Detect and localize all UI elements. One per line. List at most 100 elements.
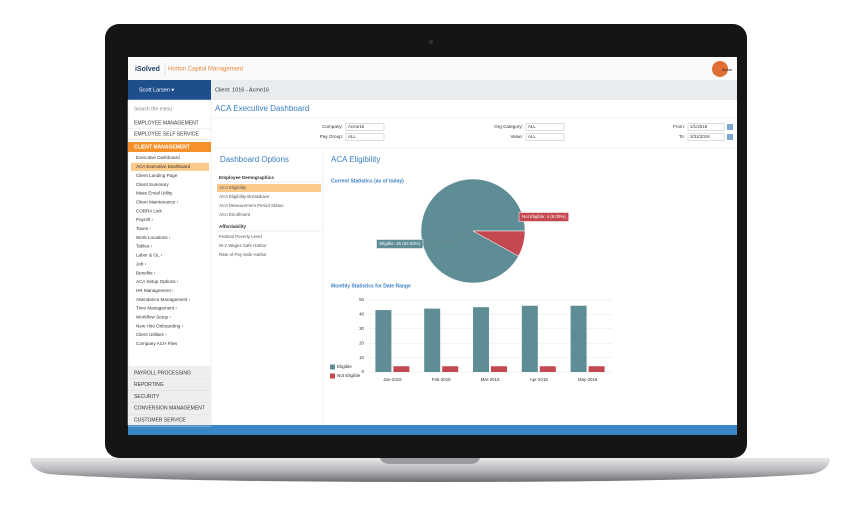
active-section[interactable] [128,142,211,152]
y-tick-label: 50 [359,297,364,302]
menu-item[interactable]: New Hire Onboarding › [136,323,183,328]
option-item[interactable]: ACA Enrollment [219,212,251,217]
option-group: Employee Demographics [219,175,274,180]
option-item[interactable]: W-2 Wages Safe Harbor [219,243,267,248]
menu-item[interactable]: Client Landing Page [136,173,178,178]
menu-section[interactable]: CONVERSION MANAGEMENT [134,406,205,412]
y-tick-label: 30 [359,326,364,331]
calendar-icon[interactable] [727,134,733,140]
menu-item[interactable]: ACA Setup Options › [136,279,179,284]
bar [442,366,459,372]
option-group: Affordability [219,224,246,229]
page-title: ACA Executive Dashboard [215,104,309,113]
menu-item[interactable]: Benefits › [136,270,156,275]
menu-section[interactable]: REPORTING [134,382,164,388]
x-tick-label: Jan-2018 [383,377,402,382]
menu-item-selected [131,162,209,171]
menu-item[interactable]: Attendance Management › [136,297,191,302]
legend-label: Not Eligible [337,373,361,378]
filter-label: To: [679,134,685,139]
option-item[interactable]: ACA Eligibility Breakdown [219,194,270,199]
bar [570,305,587,372]
menu-item[interactable]: Client Summary [136,182,169,187]
menu-item[interactable]: Payroll › [136,217,153,222]
avatar[interactable] [712,61,728,77]
bar [473,307,489,372]
filter-label: Pay Group: [320,134,343,139]
option-item[interactable]: Federal Poverty Level [219,234,262,239]
pie-label: Eligible: 46 (92.00%) [379,241,420,246]
menu-item[interactable]: ACA Executive Dashboard [136,164,191,169]
filter-input[interactable] [687,123,725,131]
filter-input[interactable] [345,123,385,131]
option-item[interactable]: ACA Eligibility [219,185,247,190]
filter-value[interactable]: 3/31/2018 [690,134,710,139]
user-box[interactable] [128,80,211,100]
menu-item[interactable]: Labor & GL › [136,253,163,258]
menu-item[interactable]: Executive Dashboard [136,155,180,160]
filter-label: Company: [322,124,343,129]
bar [491,366,507,372]
filter-value[interactable]: ALL [528,124,536,129]
menu-section[interactable]: CUSTOMER SERVICE [134,418,186,424]
menu-item[interactable]: HR Management › [136,288,174,293]
menu-item[interactable]: Workflow Setup › [136,315,171,320]
bar [393,366,410,372]
top-bar [128,57,737,80]
laptop-base [30,458,830,482]
pie-label-box [518,212,569,222]
filter-label: Value: [510,134,523,139]
calendar-icon[interactable] [727,124,733,130]
menu-item[interactable]: Taxes › [136,226,151,231]
legend-swatch [330,373,335,379]
x-tick-label: Feb-2018 [432,377,451,382]
bar-title: Monthly Statistics for Date Range [331,283,411,289]
menu-item[interactable]: Company ACH Files [136,341,178,346]
pie-title: Current Statistics (as of today) [331,178,404,184]
menu-section[interactable]: SECURITY [134,394,160,400]
menu-item[interactable]: Client Maintenance › [136,199,179,204]
menu-item[interactable]: Tables › [136,244,153,249]
pie-leader [422,238,462,245]
filter-value[interactable]: ALL [348,134,356,139]
y-tick-label: 20 [359,340,364,345]
filter-value[interactable]: 1/1/2018 [690,124,708,129]
bar [521,305,538,372]
option-item[interactable]: ACA Measurement Period Status [219,203,284,208]
x-tick-label: May-2018 [578,377,598,382]
menu-section[interactable]: EMPLOYEE SELF SERVICE [134,131,199,137]
option-selected [217,184,321,192]
client-bar [128,80,737,100]
bar [424,308,441,372]
filter-input[interactable] [687,133,725,141]
y-tick-label: 40 [359,312,364,317]
filter-input[interactable] [345,133,385,141]
filter-input[interactable] [525,133,565,141]
legend-swatch [330,364,335,370]
filter-value[interactable]: ALL [528,134,536,139]
menu-section[interactable]: PAYROLL PROCESSING [134,370,191,376]
menu-item[interactable]: Work Locations › [136,235,171,240]
footer-bar [128,425,737,435]
y-tick-label: 0 [362,369,365,374]
avatar-text: Acme [722,67,733,72]
menu-item[interactable]: Job › [136,261,147,266]
menu-section[interactable]: EMPLOYEE MANAGEMENT [134,120,199,126]
option-item[interactable]: Rate of Pay Safe Harbor [219,252,267,257]
user-name[interactable]: Scott Larsen ▾ [139,87,174,93]
menu-item[interactable]: COBRA Link [136,208,162,213]
active-section-label[interactable]: CLIENT MANAGEMENT [134,144,190,150]
menu-search[interactable]: Search the menu [134,106,172,112]
legend-label: Eligible [337,364,352,369]
menu-item[interactable]: Time Management › [136,306,177,311]
menu-item[interactable]: Client Utilities › [136,332,167,337]
options-title: Dashboard Options [220,155,289,164]
filter-input[interactable] [525,123,565,131]
filter-value[interactable]: Acme16 [348,124,365,129]
pie-label: Not Eligible: 4 (8.00%) [522,214,566,219]
logo: iSolved [135,66,160,73]
filter-label: From: [673,124,685,129]
menu-item[interactable]: Mass Email Utility [136,191,173,196]
pie-slice [472,230,526,257]
